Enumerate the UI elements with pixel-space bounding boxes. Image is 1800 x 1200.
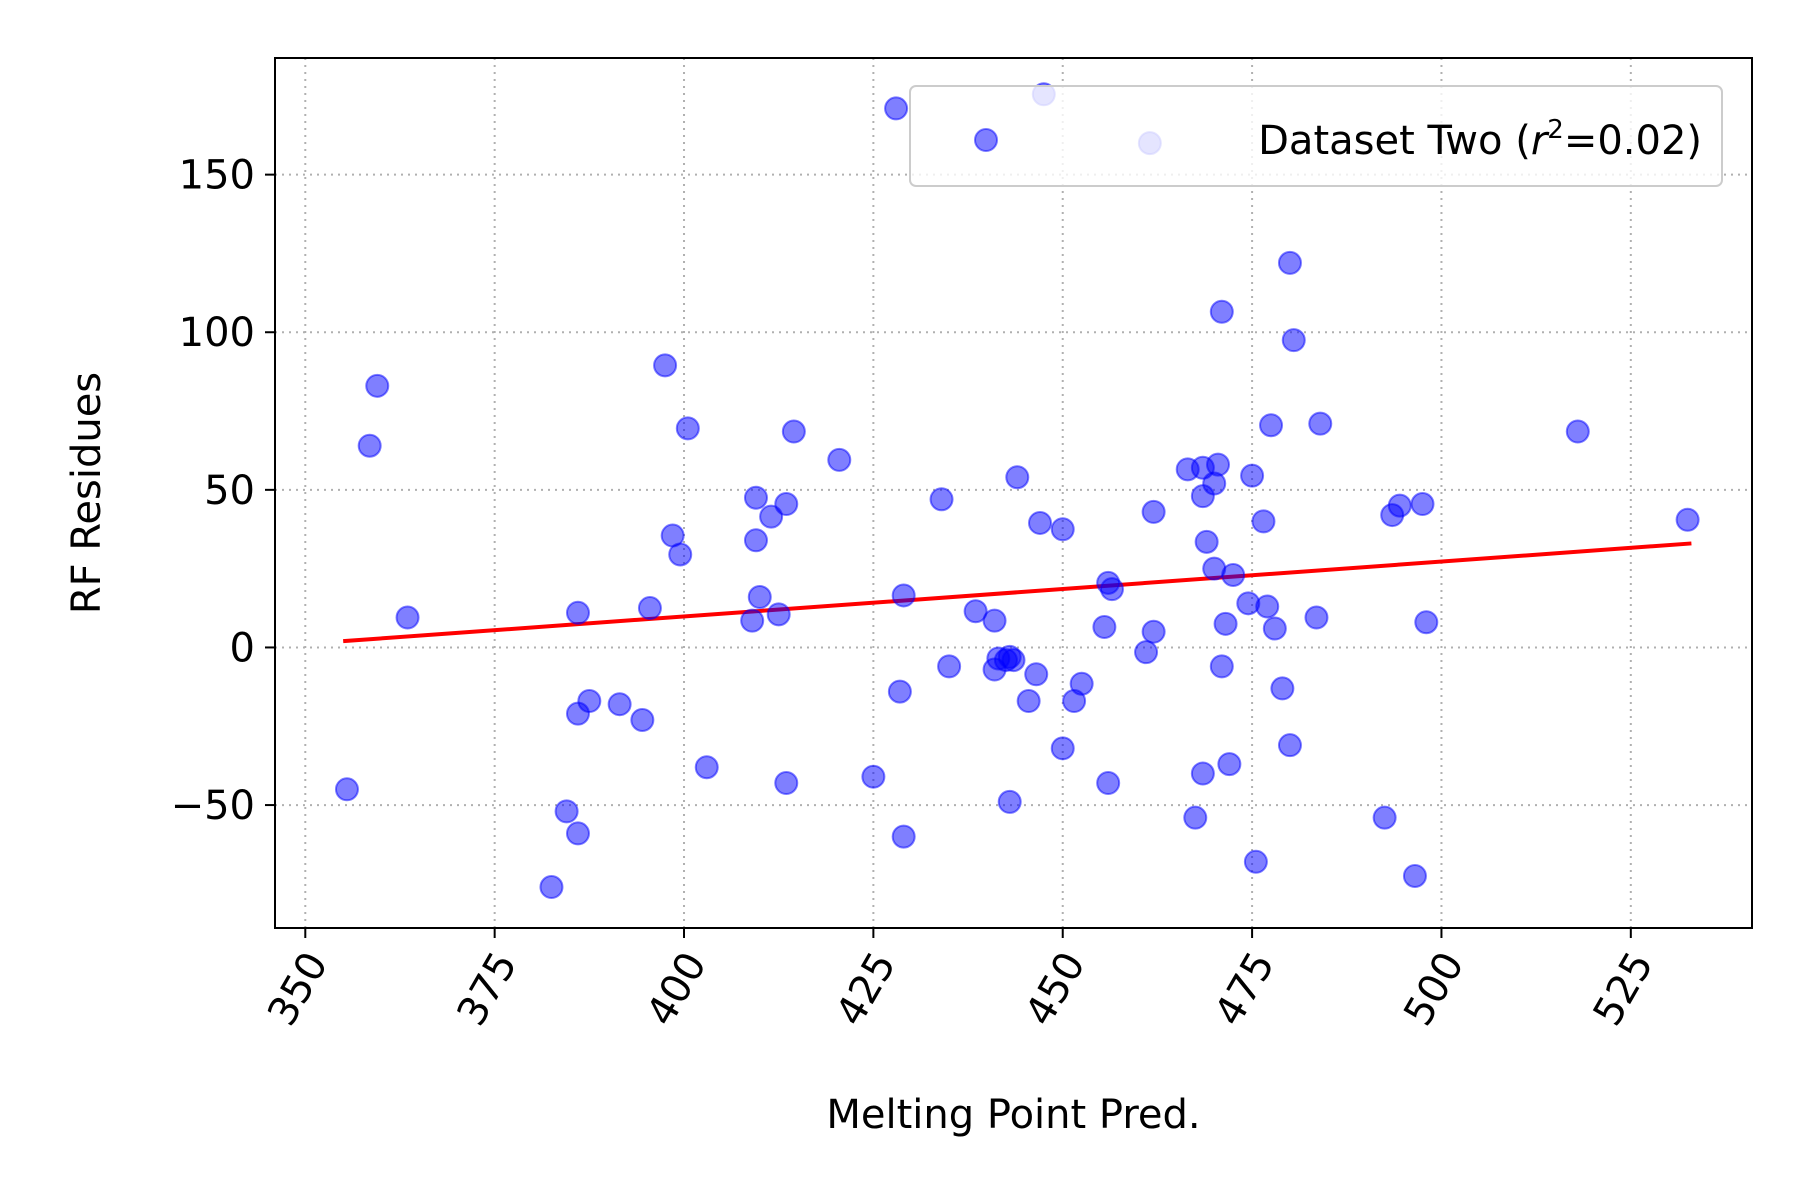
- data-point: [675, 416, 700, 441]
- data-point: [1183, 805, 1208, 830]
- data-point: [1270, 676, 1295, 701]
- y-tick-label: −50: [171, 783, 255, 829]
- data-point: [554, 799, 579, 824]
- data-point: [1277, 733, 1302, 758]
- data-point: [565, 821, 590, 846]
- data-point: [743, 485, 768, 510]
- plot-frame: [274, 57, 1753, 929]
- data-point: [1024, 662, 1049, 687]
- legend-label-var: r: [1531, 118, 1550, 164]
- data-point: [577, 689, 602, 714]
- data-point: [1255, 594, 1280, 619]
- data-point: [1308, 411, 1333, 436]
- data-point: [357, 433, 382, 458]
- data-point: [1414, 610, 1439, 635]
- data-point: [334, 777, 359, 802]
- data-point: [1262, 616, 1287, 641]
- y-tick-label: 0: [230, 625, 255, 671]
- legend-label-prefix: Dataset Two (: [1258, 118, 1531, 164]
- data-point: [766, 602, 791, 627]
- data-point: [963, 599, 988, 624]
- x-axis-title: Melting Point Pred.: [826, 1092, 1200, 1138]
- data-point: [774, 492, 799, 517]
- data-point: [1372, 805, 1397, 830]
- data-point: [1001, 648, 1026, 673]
- y-axis-title: RF Residues: [64, 372, 110, 614]
- data-point: [1221, 562, 1246, 587]
- data-point: [1141, 619, 1166, 644]
- legend: Dataset Two (r2=0.02): [909, 85, 1723, 187]
- data-point: [637, 596, 662, 621]
- data-point: [861, 764, 886, 789]
- y-tick-label: 50: [204, 468, 255, 514]
- data-point: [1209, 299, 1234, 324]
- scatter-points: [334, 82, 1700, 900]
- data-point: [607, 692, 632, 717]
- data-point: [1402, 863, 1427, 888]
- data-point: [1190, 761, 1215, 786]
- data-point: [1016, 689, 1041, 714]
- data-point: [1141, 499, 1166, 524]
- data-point: [1281, 328, 1306, 353]
- data-point: [1243, 849, 1268, 874]
- data-point: [743, 528, 768, 553]
- legend-box: [909, 85, 1723, 187]
- data-point: [565, 600, 590, 625]
- data-point: [365, 373, 390, 398]
- data-point: [884, 96, 909, 121]
- data-point: [1410, 492, 1435, 517]
- fit-line-group: [343, 541, 1692, 644]
- grid-lines: [275, 58, 1752, 928]
- data-point: [1069, 671, 1094, 696]
- data-point: [929, 487, 954, 512]
- data-point: [1206, 452, 1231, 477]
- data-point: [1050, 736, 1075, 761]
- data-point: [887, 679, 912, 704]
- data-point: [1005, 465, 1030, 490]
- data-point: [982, 608, 1007, 633]
- data-point: [997, 789, 1022, 814]
- data-point: [653, 353, 678, 378]
- legend-label-sup: 2: [1547, 115, 1564, 145]
- data-point: [1134, 640, 1159, 665]
- data-point: [1209, 654, 1234, 679]
- data-point: [1217, 752, 1242, 777]
- data-point: [1194, 529, 1219, 554]
- legend-label-suffix: =0.02): [1564, 118, 1702, 164]
- data-point: [1099, 577, 1124, 602]
- data-point: [1387, 493, 1412, 518]
- data-point: [1565, 419, 1590, 444]
- y-axis-ticks: −50 0 50 100 150: [171, 153, 275, 829]
- data-point: [694, 755, 719, 780]
- data-point: [1028, 510, 1053, 535]
- data-point: [1304, 605, 1329, 630]
- data-point: [630, 707, 655, 732]
- data-point: [1050, 517, 1075, 542]
- data-point: [1092, 614, 1117, 639]
- data-point: [747, 585, 772, 610]
- data-point: [1259, 413, 1284, 438]
- data-point: [891, 824, 916, 849]
- data-point: [1277, 250, 1302, 275]
- data-point: [1240, 463, 1265, 488]
- data-point: [539, 875, 564, 900]
- data-point: [395, 605, 420, 630]
- legend-label: Dataset Two (r2=0.02): [1258, 115, 1702, 164]
- data-point: [774, 771, 799, 795]
- data-point: [1096, 771, 1121, 795]
- y-tick-label: 100: [179, 310, 255, 356]
- data-point: [891, 583, 916, 608]
- legend-marker: [974, 128, 998, 152]
- data-point: [781, 419, 806, 444]
- fit-line: [343, 541, 1692, 644]
- data-point: [1251, 509, 1276, 534]
- data-point: [1213, 611, 1238, 636]
- data-point: [937, 654, 962, 679]
- data-point: [1675, 507, 1700, 532]
- y-tick-label: 150: [179, 153, 255, 199]
- data-point: [827, 447, 852, 472]
- data-point: [740, 608, 765, 633]
- data-point: [668, 542, 693, 567]
